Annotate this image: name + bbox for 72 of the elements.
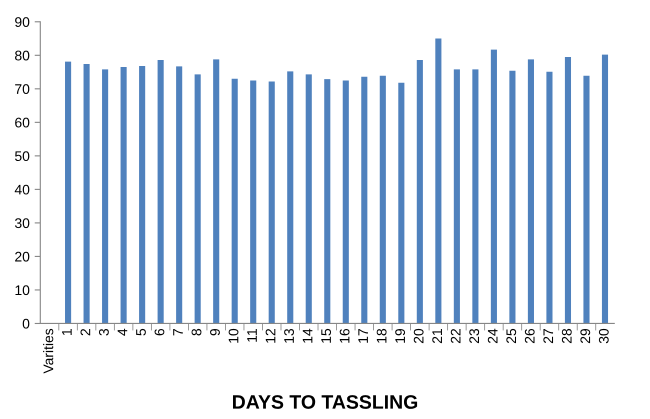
- x-tick-label: 1: [62, 329, 72, 335]
- x-tick-label: 8: [192, 328, 202, 336]
- bar: [509, 70, 516, 324]
- bar: [65, 62, 72, 324]
- bar: [324, 79, 330, 324]
- y-tick-label: 80: [15, 50, 30, 60]
- bar: [490, 50, 497, 324]
- y-tick-label: 40: [14, 184, 30, 195]
- bar: [361, 76, 368, 324]
- bar: [583, 76, 590, 324]
- x-tick-label: 25: [506, 328, 516, 344]
- bar: [454, 69, 460, 324]
- y-tick-label: 30: [14, 218, 30, 228]
- text: DAYS TO TASSLING: [233, 395, 418, 409]
- x-tick-label: 7: [173, 329, 183, 336]
- x-tick-label: 21: [432, 329, 442, 344]
- x-tick-label: 26: [524, 328, 535, 344]
- x-tick-label: 24: [488, 328, 498, 344]
- x-tick-label: 18: [376, 328, 387, 343]
- x-tick-label: 3: [98, 328, 109, 336]
- x-tick-label: 4: [118, 328, 128, 336]
- y-tick-label: 10: [15, 285, 30, 296]
- bar: [546, 72, 553, 324]
- x-tick-label: 29: [580, 328, 590, 344]
- y-tick-label: 90: [15, 17, 30, 27]
- bar: [139, 66, 146, 324]
- x-tick-label: 5: [136, 328, 146, 336]
- x-tick-label: 14: [302, 328, 312, 343]
- x-tick-label: 6: [154, 328, 164, 336]
- bar: [194, 74, 201, 324]
- bar: [398, 82, 404, 324]
- y-tick-label: 0: [22, 318, 30, 329]
- bar: [120, 67, 127, 324]
- x-tick-label: 22: [450, 329, 460, 344]
- x-tick-label: 15: [321, 328, 332, 343]
- bar: [416, 60, 423, 324]
- bar: [232, 78, 238, 324]
- x-tick-label: 12: [266, 329, 276, 343]
- bar: [158, 60, 164, 324]
- y-tick-label: 50: [14, 151, 30, 162]
- y-tick-label: 20: [15, 252, 30, 262]
- bar: [306, 74, 312, 324]
- x-tick-label: 10: [228, 328, 238, 343]
- bar: [268, 81, 275, 324]
- bar: [84, 64, 90, 324]
- x-tick-label: 9: [210, 328, 220, 336]
- y-tick-label: 60: [15, 118, 30, 128]
- x-tick-label: 23: [469, 328, 480, 344]
- bar: [287, 71, 294, 324]
- y-tick-label: 70: [15, 84, 30, 94]
- bar: [435, 38, 442, 324]
- bar: [213, 59, 220, 324]
- bar: [102, 69, 108, 324]
- x-tick-label: 27: [543, 329, 554, 344]
- bar: [250, 80, 256, 324]
- x-tick-label: 19: [395, 328, 406, 343]
- x-tick-label: 13: [284, 328, 294, 343]
- x-tick-label: Varities: [43, 328, 54, 374]
- x-tick-label: 20: [414, 328, 424, 344]
- x-tick-label: 30: [598, 328, 609, 344]
- x-tick-label: 2: [80, 329, 90, 336]
- bar: [602, 54, 608, 324]
- bar: [380, 76, 386, 324]
- bar: [528, 59, 534, 324]
- bar: [342, 80, 349, 324]
- x-tick-label: 17: [358, 329, 368, 343]
- x-tick-label: 16: [340, 328, 350, 343]
- bar: [176, 66, 182, 324]
- x-tick-label: 28: [562, 328, 572, 344]
- bar: [472, 69, 478, 324]
- x-tick-label: 11: [247, 329, 257, 342]
- bar: [564, 56, 572, 324]
